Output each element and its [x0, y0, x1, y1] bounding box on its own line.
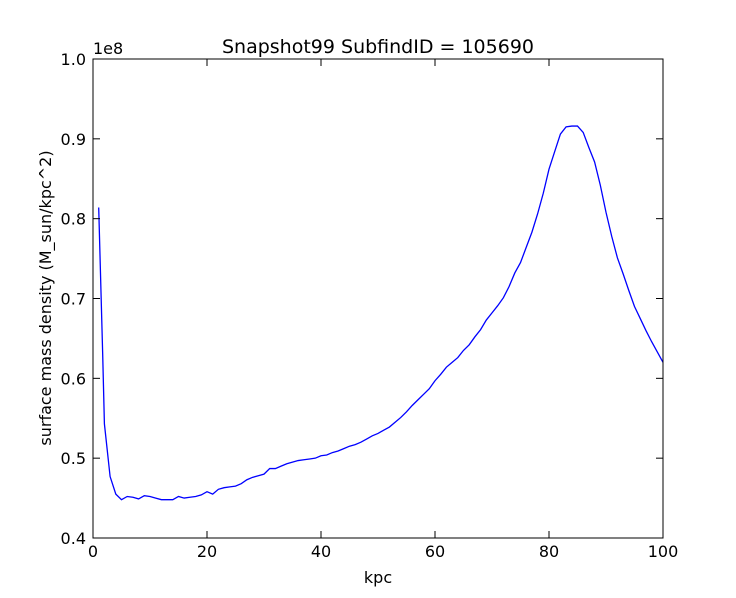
y-tick-label: 0.6 — [61, 369, 86, 388]
axis-ticks — [92, 58, 664, 539]
y-tick-label: 0.9 — [61, 130, 86, 149]
y-tick-label: 0.8 — [61, 210, 86, 229]
y-tick-labels: 0.4 0.5 0.6 0.7 0.8 0.9 1.0 — [61, 50, 86, 548]
chart-title: Snapshot99 SubfindID = 105690 — [222, 36, 534, 58]
y-tick-label: 0.5 — [61, 449, 86, 468]
y-tick-label: 0.7 — [61, 290, 86, 309]
y-scale-label: 1e8 — [93, 39, 123, 58]
plot-frame — [92, 58, 664, 539]
series-line-0 — [98, 125, 664, 501]
x-tick-label: 60 — [425, 542, 445, 561]
x-tick-label: 80 — [539, 542, 559, 561]
plot-area — [98, 125, 664, 501]
x-tick-label: 20 — [197, 542, 217, 561]
x-tick-label: 40 — [311, 542, 331, 561]
y-axis-label: surface mass density (M_sun/kpc^2) — [36, 150, 56, 445]
x-tick-label: 100 — [648, 542, 679, 561]
x-tick-label: 0 — [88, 542, 98, 561]
x-tick-labels: 0 20 40 60 80 100 — [88, 542, 678, 561]
y-tick-label: 1.0 — [61, 50, 86, 69]
x-axis-label: kpc — [364, 568, 392, 587]
y-tick-label: 0.4 — [61, 529, 86, 548]
